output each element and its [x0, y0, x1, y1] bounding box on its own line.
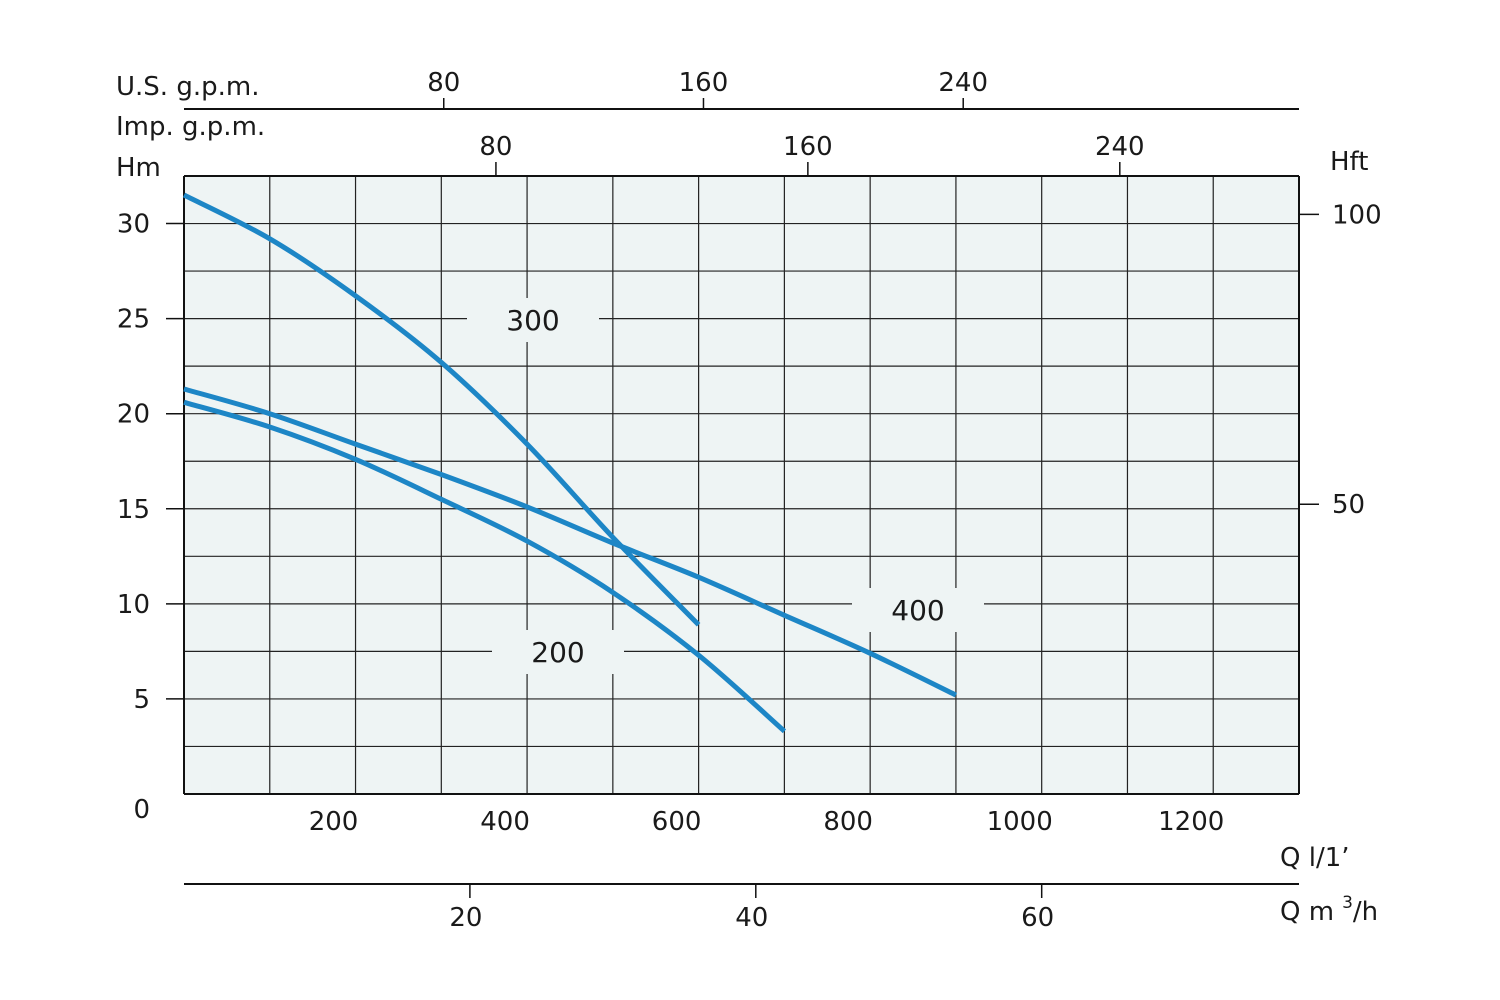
top-imp-axis-label: Imp. g.p.m. [116, 112, 265, 142]
bottom-axis-ticks: 200 400 600 800 1000 1200 [309, 807, 1225, 837]
top-us-tick-label: 80 [427, 68, 460, 98]
bottom-secondary-tick-label: 60 [1021, 903, 1054, 933]
bottom-secondary-axis-label-sup: 3 [1342, 893, 1353, 913]
bottom-secondary-axis-label-main: Q m [1280, 897, 1334, 927]
series-label-300: 300 [506, 304, 559, 337]
bottom-tick-label: 600 [652, 807, 702, 837]
series-label-400: 400 [891, 594, 944, 627]
bottom-tick-label: 400 [480, 807, 530, 837]
top-imp-tick-label: 160 [783, 132, 833, 162]
right-axis-label: Hft [1330, 147, 1368, 177]
bottom-tick-label: 1200 [1158, 807, 1224, 837]
grid-lines [184, 176, 1299, 794]
top-us-tick-label: 160 [679, 68, 729, 98]
plot-background [184, 176, 1299, 794]
left-tick-label: 30 [117, 210, 150, 240]
bottom-tick-label: 800 [823, 807, 873, 837]
series-label-bg-200 [492, 630, 624, 674]
bottom-secondary-tick-label: 20 [449, 903, 482, 933]
left-axis-label: Hm [116, 153, 161, 183]
left-tick-label: 5 [133, 685, 150, 715]
top-imp-tick-label: 80 [479, 132, 512, 162]
series-label-200: 200 [531, 636, 584, 669]
right-axis-ticks: 50 100 [1299, 200, 1382, 520]
series-labels: 300 400 200 [467, 298, 984, 674]
top-us-axis-label: U.S. g.p.m. [116, 72, 259, 102]
bottom-axis-label: Q l/1’ [1280, 843, 1350, 873]
left-tick-label: 20 [117, 400, 150, 430]
left-tick-label: 10 [117, 590, 150, 620]
top-us-tick-label: 240 [938, 68, 988, 98]
series-curve-200 [183, 399, 787, 734]
series-lines [182, 192, 957, 734]
series-curve-400 [183, 386, 957, 698]
axes-frame [183, 108, 1300, 885]
left-tick-label: 0 [133, 795, 150, 825]
bottom-secondary-tick-label: 40 [735, 903, 768, 933]
series-label-bg-400 [852, 588, 984, 632]
left-axis-ticks: 0 5 10 15 20 25 30 [117, 210, 184, 825]
right-tick-label: 50 [1332, 490, 1365, 520]
top-imp-tick-label: 240 [1095, 132, 1145, 162]
bottom-secondary-axis-label: Q m 3/h [1280, 893, 1378, 927]
series-label-bg-300 [467, 298, 599, 342]
bottom-tick-label: 1000 [987, 807, 1053, 837]
left-tick-label: 15 [117, 495, 150, 525]
series-curve-300 [182, 192, 701, 627]
bottom-secondary-axis-label-tail: /h [1353, 897, 1378, 927]
top-imp-gpm-axis-ticks: 80 160 240 [479, 132, 1145, 176]
bottom-tick-label: 200 [309, 807, 359, 837]
top-us-gpm-axis-ticks: 80 160 240 [427, 68, 988, 109]
left-tick-label: 25 [117, 305, 150, 335]
bottom-secondary-axis-ticks: 20 40 60 [449, 884, 1054, 933]
right-tick-label: 100 [1332, 200, 1382, 230]
